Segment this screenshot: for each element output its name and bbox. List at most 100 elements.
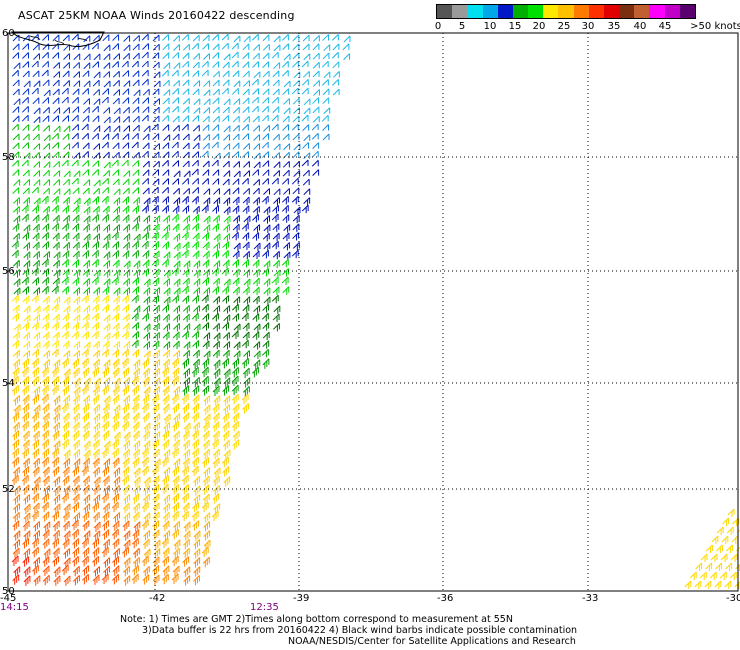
wind-barb: [42, 34, 49, 41]
wind-barb: [33, 476, 41, 487]
wind-barb: [312, 43, 320, 51]
wind-barb: [153, 71, 161, 79]
wind-barb: [242, 106, 250, 114]
wind-barb: [43, 350, 50, 359]
wind-barb: [152, 88, 160, 96]
wind-barb: [222, 79, 230, 87]
wind-barb: [212, 115, 220, 123]
wind-barb: [93, 233, 100, 242]
wind-barb: [731, 535, 739, 544]
wind-barb: [301, 159, 309, 167]
wind-barb: [303, 98, 311, 106]
wind-barb: [102, 502, 110, 514]
wind-barb: [143, 287, 151, 296]
wind-barb: [211, 267, 219, 277]
wind-barb: [102, 430, 110, 441]
wind-barb: [93, 224, 100, 233]
wind-barb: [101, 546, 109, 558]
wind-barb: [71, 555, 79, 567]
wind-barb: [123, 287, 130, 296]
wind-barb: [211, 141, 219, 149]
wind-barb: [183, 323, 191, 332]
wind-barb: [183, 449, 190, 460]
wind-barb: [63, 458, 70, 469]
wind-barb: [102, 133, 110, 141]
legend-swatch: [497, 5, 513, 18]
wind-barb: [291, 249, 299, 259]
wind-barb: [242, 61, 250, 69]
wind-barb: [203, 107, 210, 114]
wind-barb: [83, 494, 91, 505]
wind-barb: [192, 439, 199, 450]
wind-barb: [53, 251, 61, 260]
wind-barb: [23, 224, 31, 233]
wind-barb: [71, 330, 79, 340]
wind-barb: [82, 250, 89, 259]
wind-barb: [21, 474, 29, 486]
wind-barb: [123, 431, 131, 442]
wind-barb: [213, 395, 221, 406]
wind-barb: [172, 331, 180, 341]
wind-barb: [161, 231, 169, 241]
wind-barb: [262, 52, 270, 60]
wind-barb: [52, 313, 60, 323]
wind-barb: [92, 205, 100, 215]
wind-barb: [231, 87, 239, 95]
wind-barb: [181, 330, 189, 340]
wind-barb: [242, 115, 250, 123]
wind-barb: [282, 88, 290, 96]
wind-barb: [83, 35, 91, 43]
wind-barb: [62, 385, 69, 396]
wind-barb: [241, 222, 249, 232]
wind-barb: [321, 60, 329, 68]
wind-barb: [182, 88, 190, 96]
wind-barb: [61, 492, 69, 504]
wind-barb: [253, 350, 261, 359]
wind-barb: [33, 314, 41, 323]
wind-barb: [33, 143, 41, 150]
wind-barb: [33, 179, 41, 187]
wind-barb: [222, 412, 230, 423]
wind-barb: [232, 223, 240, 233]
wind-barb: [223, 377, 231, 388]
wind-barb: [72, 430, 80, 441]
wind-barb: [11, 447, 19, 459]
wind-barb: [161, 69, 169, 77]
wind-barb: [715, 562, 723, 571]
wind-barb: [241, 312, 249, 322]
wind-barb: [141, 240, 149, 250]
wind-barb: [53, 269, 61, 278]
wind-barb: [143, 422, 151, 433]
wind-barb: [182, 70, 189, 77]
latitude-tick-label: 54: [2, 378, 15, 389]
wind-barb: [41, 384, 49, 396]
wind-barb: [11, 69, 19, 77]
wind-barb: [182, 205, 190, 214]
wind-barb: [251, 33, 259, 41]
wind-barb: [23, 314, 31, 323]
wind-barb: [122, 106, 130, 114]
wind-barb: [143, 386, 151, 397]
wind-barb: [262, 349, 269, 358]
wind-barb: [192, 70, 200, 77]
wind-barb: [132, 331, 139, 340]
wind-barb: [51, 447, 59, 459]
wind-barb: [72, 88, 80, 96]
wind-barb: [61, 96, 69, 104]
legend-swatch: [512, 5, 529, 18]
wind-barb: [12, 223, 20, 232]
wind-barb: [283, 188, 290, 195]
wind-barb: [142, 250, 150, 259]
wind-barb: [253, 161, 261, 169]
wind-barb: [21, 204, 29, 214]
wind-barb: [52, 34, 60, 42]
wind-barb: [312, 61, 320, 69]
wind-barb: [243, 377, 251, 388]
wind-barb: [212, 52, 220, 59]
wind-barb: [231, 42, 239, 50]
wind-barb: [173, 44, 181, 51]
wind-barb: [223, 197, 231, 206]
wind-barb: [710, 553, 718, 562]
wind-barb: [232, 412, 240, 423]
wind-barb: [82, 115, 90, 123]
